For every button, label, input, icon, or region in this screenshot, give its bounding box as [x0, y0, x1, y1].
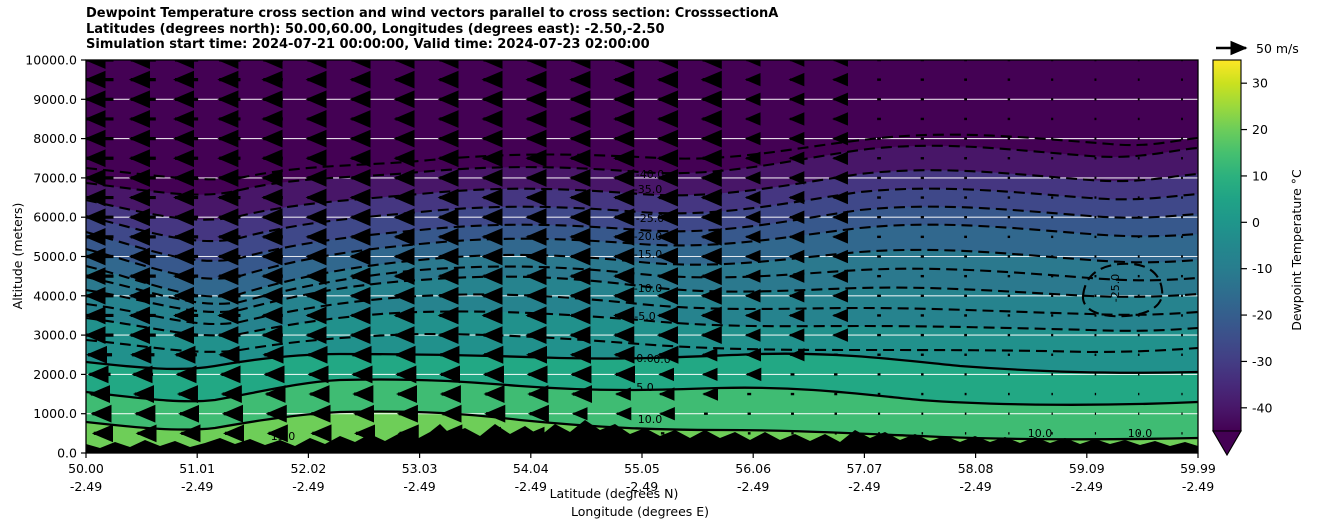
title-line-3: Simulation start time: 2024-07-21 00:00:…	[86, 37, 650, 53]
x-tick-label-latitude: 56.06	[735, 461, 771, 476]
y-tick-label: 6000.0	[33, 210, 77, 225]
contour-label: -5.0	[634, 310, 655, 323]
contour-label: -20.0	[634, 230, 662, 243]
x-tick-label-latitude: 59.09	[1069, 461, 1105, 476]
title-line-1: Dewpoint Temperature cross section and w…	[86, 6, 779, 21]
contour-label: -25.0	[1109, 274, 1122, 302]
contour-label: -15.0	[634, 248, 662, 261]
contour-label: -35.0	[634, 183, 662, 196]
x-tick-label-latitude: 57.07	[847, 461, 883, 476]
y-tick-label: 7000.0	[33, 170, 77, 185]
x-tick-label-latitude: 55.05	[624, 461, 660, 476]
x-axis-label-longitude: Longitude (degrees E)	[571, 504, 709, 519]
x-tick-label-latitude: 54.04	[513, 461, 549, 476]
colorbar-extend-min	[1212, 430, 1242, 457]
x-tick-label-longitude: -2.49	[1182, 479, 1214, 494]
quiver-key: 50 m/s	[1216, 40, 1299, 56]
colorbar-tick-label: -20	[1252, 308, 1272, 323]
colorbar-tick-label: 0	[1252, 215, 1260, 230]
x-tick-label-latitude: 53.03	[402, 461, 438, 476]
page-title: Dewpoint Temperature cross section and w…	[86, 6, 1086, 53]
colorbar-tick-label: -30	[1252, 354, 1272, 369]
y-tick-label: 8000.0	[33, 131, 77, 146]
contour-label: -25.0	[636, 212, 664, 225]
y-tick-label: 4000.0	[33, 288, 77, 303]
x-axis-label-latitude: Latitude (degrees N)	[550, 486, 679, 501]
x-tick-label-longitude: -2.49	[515, 479, 547, 494]
contour-label: -10.0	[634, 282, 662, 295]
y-tick-label: 0.0	[57, 446, 77, 461]
contour-label-group: -40.0 -35.0 -25.0 -20.0 -15.0 -10.0 -5.0 0.0 0.0…	[271, 168, 1153, 443]
y-tick-label: 5000.0	[33, 249, 77, 264]
x-axis: 50.00 -2.49 51.01 -2.49 52.02 -2.49 53.03 -2.49…	[68, 453, 1216, 494]
y-axis-label: Altitude (meters)	[10, 203, 25, 310]
contour-label: 10.0	[1028, 427, 1053, 440]
colorbar-tick-label: 10	[1252, 168, 1268, 183]
x-tick-label-longitude: -2.49	[403, 479, 435, 494]
contour-label: -40.0	[636, 168, 664, 181]
x-tick-label-latitude: 50.00	[68, 461, 104, 476]
colorbar-label: Dewpoint Temperature °C	[1289, 169, 1304, 331]
x-tick-label-longitude: -2.49	[1071, 479, 1103, 494]
colorbar: 30 20 10 0 -10 -20 -30 -40 Dewpoint Temperature…	[1212, 59, 1304, 457]
x-tick-label-longitude: -2.49	[181, 479, 213, 494]
colorbar-tick-label: -40	[1252, 400, 1272, 415]
colorbar-tick-label: 30	[1252, 76, 1268, 91]
x-tick-label-longitude: -2.49	[959, 479, 991, 494]
contour-label: 0.0	[653, 353, 671, 366]
wind-vectors	[86, 60, 1183, 443]
contour-label: 10.0	[638, 413, 663, 426]
plot-area	[86, 60, 1198, 453]
contour-label: 10.0	[1128, 427, 1153, 440]
y-axis: 0.0 1000.0 2000.0 3000.0 4000.0 5000.0 6000.0 7…	[25, 53, 86, 461]
colorbar-tick-label: 20	[1252, 122, 1268, 137]
contour-label: 15.0	[271, 430, 296, 443]
y-tick-label: 9000.0	[33, 92, 77, 107]
x-tick-label-longitude: -2.49	[292, 479, 324, 494]
y-tick-label: 2000.0	[33, 367, 77, 382]
contour-label: 0.0	[636, 352, 654, 365]
x-tick-label-latitude: 58.08	[958, 461, 994, 476]
x-tick-label-latitude: 52.02	[291, 461, 327, 476]
y-tick-label: 10000.0	[25, 53, 77, 68]
x-tick-label-latitude: 59.99	[1180, 461, 1216, 476]
x-tick-label-longitude: -2.49	[70, 479, 102, 494]
x-tick-label-longitude: -2.49	[737, 479, 769, 494]
title-line-2: Latitudes (degrees north): 50.00,60.00, …	[86, 21, 665, 37]
terrain-mask	[86, 420, 1198, 453]
colorbar-gradient	[1212, 59, 1242, 432]
colorbar-tick-label: -10	[1252, 261, 1272, 276]
quiver-key-label: 50 m/s	[1256, 41, 1299, 56]
y-tick-label: 3000.0	[33, 328, 77, 343]
x-tick-label-latitude: 51.01	[179, 461, 215, 476]
x-tick-label-longitude: -2.49	[626, 479, 658, 494]
y-tick-label: 1000.0	[33, 406, 77, 421]
x-tick-label-longitude: -2.49	[848, 479, 880, 494]
contour-label: 5.0	[636, 381, 654, 394]
